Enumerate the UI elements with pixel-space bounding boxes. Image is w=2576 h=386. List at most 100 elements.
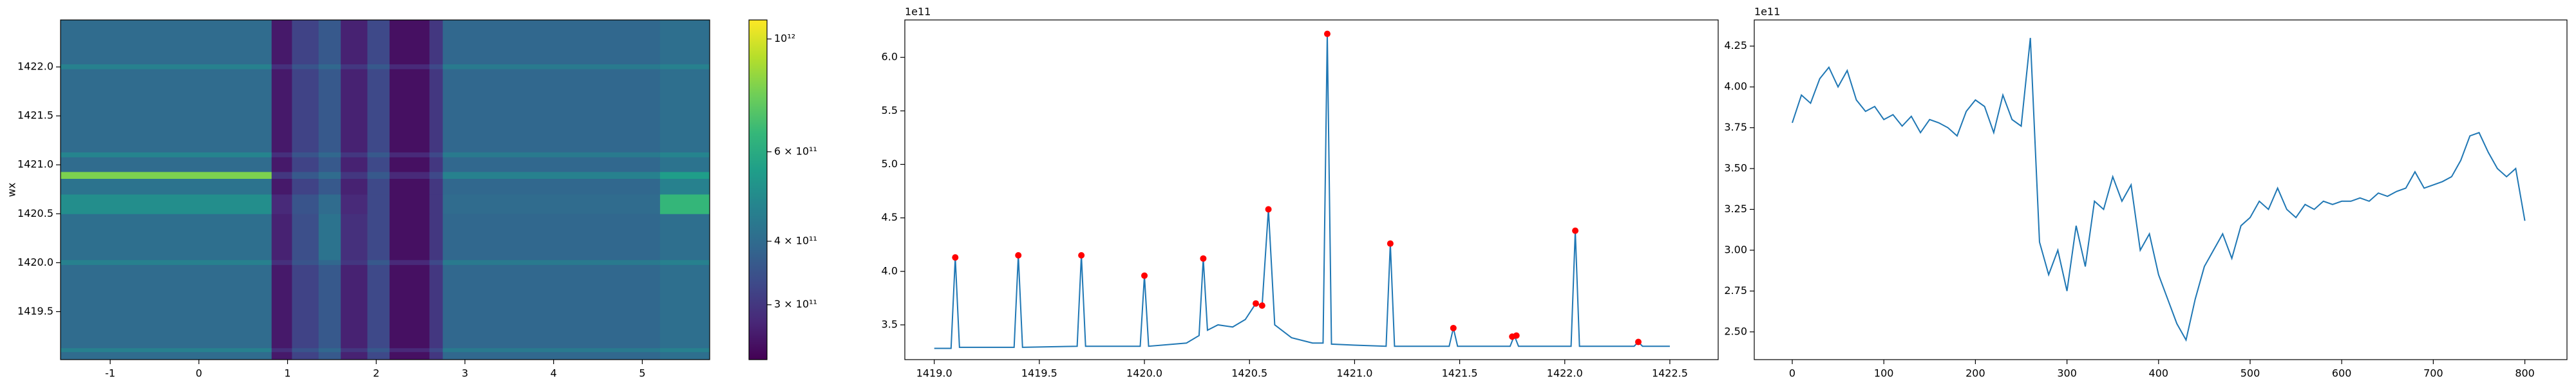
heatmap-cell (292, 157, 319, 172)
heatmap-cell (271, 347, 292, 353)
heatmap-cell (292, 347, 319, 353)
heatmap-cell (659, 194, 710, 214)
heatmap-cell (341, 259, 368, 265)
heatmap-cell (318, 178, 341, 195)
x-tick-label: 800 (2515, 367, 2535, 380)
heatmap-cell (429, 214, 444, 261)
x-tick-label: 200 (1965, 367, 1985, 380)
heatmap-cell (318, 20, 341, 64)
heatmap-cell (292, 194, 319, 214)
heatmap-cell (389, 214, 430, 261)
heatmap-cell (442, 157, 661, 172)
x-tick-label: 5 (639, 367, 645, 380)
heatmap-cell (389, 259, 430, 265)
heatmap-cell (271, 20, 292, 64)
peak-marker (1450, 324, 1457, 331)
heatmap-cell (659, 152, 710, 158)
heatmap-cell (341, 178, 368, 195)
y-tick-label: 3.75 (1724, 121, 1747, 133)
x-tick-label: 700 (2423, 367, 2443, 380)
heatmap-cell (429, 259, 444, 265)
heatmap-cell (442, 214, 661, 261)
heatmap-cell (61, 214, 272, 261)
heatmap-cell (318, 152, 341, 158)
heatmap-cell (389, 194, 430, 214)
heatmap-cell (318, 171, 341, 179)
heatmap-cell (389, 178, 430, 195)
heatmap-cell (659, 157, 710, 172)
heatmap-cell (659, 20, 710, 64)
heatmap-cell (341, 157, 368, 172)
heatmap-cell (367, 64, 390, 69)
heatmap-cell (318, 214, 341, 261)
heatmap-cell (271, 64, 292, 69)
colorbar (748, 19, 768, 360)
x-tick-label: 1419.0 (916, 367, 952, 380)
y-tick-label: 3.5 (882, 318, 898, 330)
heatmap-cell (442, 259, 661, 265)
x-tick-label: 1421.0 (1336, 367, 1372, 380)
y-tick-label: 6.0 (882, 51, 898, 63)
x-tick-label: 600 (2332, 367, 2352, 380)
heatmap-cell (367, 194, 390, 214)
y-tick-label: 5.5 (882, 104, 898, 116)
y-tick-label: 3.25 (1724, 203, 1747, 215)
heatmap-cell (367, 214, 390, 261)
heatmap-cell (389, 171, 430, 179)
heatmap-cell (429, 194, 444, 214)
heatmap-cell (429, 157, 444, 172)
heatmap-cell (429, 178, 444, 195)
heatmap-cell (61, 69, 272, 152)
axes-frame (60, 19, 710, 360)
heatmap-cell (61, 351, 272, 360)
x-tick-label: 500 (2240, 367, 2260, 380)
heatmap-cell (429, 152, 444, 158)
heatmap-cell (318, 157, 341, 172)
peak-marker (1513, 332, 1520, 339)
heatmap-cell (367, 264, 390, 349)
x-tick-label: 1 (284, 367, 290, 380)
heatmap-cell (292, 69, 319, 152)
x-tick-label: 1420.0 (1126, 367, 1162, 380)
heatmap-cell (367, 259, 390, 265)
axes-frame (1754, 19, 2568, 360)
heatmap-cell (389, 64, 430, 69)
axes-frame (904, 19, 1719, 360)
heatmap-cell (429, 264, 444, 349)
peak-marker (1258, 302, 1265, 309)
offset-text: 1e11 (1754, 6, 1780, 18)
heatmap-cell (61, 152, 272, 158)
heatmap-cell (318, 64, 341, 69)
heatmap-cell (271, 351, 292, 360)
heatmap-cell (292, 152, 319, 158)
heatmap-cell (442, 351, 661, 360)
heatmap-cell (318, 347, 341, 353)
heatmap-cell (61, 259, 272, 265)
heatmap-cell (659, 259, 710, 265)
y-tick-label: 4.25 (1724, 39, 1747, 51)
y-tick-label: 4.0 (882, 264, 898, 277)
heatmap-cell (271, 178, 292, 195)
heatmap-cell (341, 152, 368, 158)
peak-marker (1634, 338, 1642, 345)
heatmap-cell (271, 194, 292, 214)
heatmap-cell (367, 69, 390, 152)
heatmap-cell (389, 351, 430, 360)
y-tick-label: 4.5 (882, 211, 898, 223)
y-tick-label: 1421.5 (17, 109, 53, 122)
heatmap-cell (389, 152, 430, 158)
x-tick-label: 0 (196, 367, 202, 380)
x-tick-label: 0 (1789, 367, 1795, 380)
y-tick-label: 3.50 (1724, 162, 1747, 174)
heatmap-cell (61, 171, 272, 179)
peak-marker (1078, 252, 1085, 259)
heatmap-cell (341, 20, 368, 64)
heatmap-cell (367, 351, 390, 360)
heatmap-cell (341, 171, 368, 179)
y-tick-label: 5.0 (882, 158, 898, 170)
x-tick-label: 300 (2057, 367, 2077, 380)
heatmap-cell (271, 157, 292, 172)
x-tick-label: 1422.0 (1547, 367, 1583, 380)
heatmap-cell (271, 171, 292, 179)
